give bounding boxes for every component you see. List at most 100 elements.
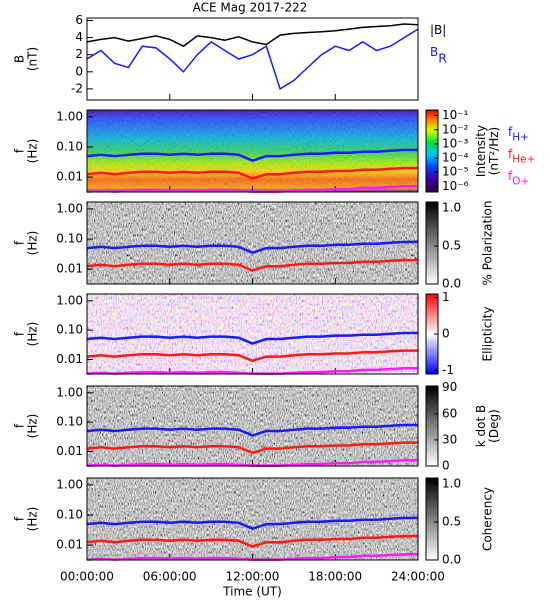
y-tick-label: 0.01 <box>56 444 83 458</box>
y-tick-label: 0 <box>75 64 83 78</box>
y-tick-label: 1.00 <box>56 201 83 215</box>
y-axis-label: (Hz) <box>26 322 40 347</box>
legend-entry-sub: R <box>438 50 447 65</box>
colorbar-tick-label: 1.0 <box>442 477 461 491</box>
colorbar-label: % Polarization <box>481 201 495 286</box>
colorbar-tick-label: 30 <box>442 432 457 446</box>
colorbar-tick-label: 0.5 <box>442 515 461 529</box>
legend-entry-base: f <box>508 147 513 161</box>
colorbar-tick-label: -1 <box>442 363 454 377</box>
legend-entry-sub: H+ <box>512 131 529 143</box>
colorbar-tick-label: 10⁻⁶ <box>442 179 469 193</box>
y-tick-label: 0.10 <box>56 415 83 429</box>
y-tick-label: 0.10 <box>56 140 83 154</box>
frequency-line <box>86 441 418 455</box>
y-axis-label: f <box>13 148 27 153</box>
legend-entry-base: B <box>430 45 438 59</box>
frequency-line <box>86 349 418 363</box>
colorbar-tick-label: 0.5 <box>442 239 461 253</box>
y-tick-label: 0.01 <box>56 262 83 276</box>
y-axis-label: (Hz) <box>26 507 40 532</box>
y-axis-label: (Hz) <box>26 414 40 439</box>
plot-frame <box>86 385 419 467</box>
y-tick-label: 0.01 <box>56 538 83 552</box>
colorbar <box>425 201 439 285</box>
y-tick-label: -2 <box>71 81 83 95</box>
y-tick-label: 1.00 <box>56 477 83 491</box>
x-tick-label: 18:00:00 <box>308 570 362 584</box>
x-tick-label: 12:00:00 <box>226 570 280 584</box>
colorbar-tick-label: 10⁻² <box>442 122 469 136</box>
colorbar-tick-label: 60 <box>442 406 457 420</box>
frequency-line <box>86 166 418 180</box>
frequency-line <box>86 258 418 272</box>
y-tick-label: 1.00 <box>56 293 83 307</box>
y-axis-label: B <box>13 55 27 63</box>
legend-entry-base: f <box>508 169 513 183</box>
colorbar-label: (nT²/Hz) <box>487 127 501 175</box>
legend-entry-sub: He+ <box>512 153 535 165</box>
colorbar-tick-label: 10⁻⁵ <box>442 165 469 179</box>
colorbar-label: (Deg) <box>487 409 501 443</box>
legend-entry-base: |B| <box>430 23 446 37</box>
x-tick-label: 06:00:00 <box>143 570 197 584</box>
frequency-line <box>86 516 418 531</box>
colorbar-tick-label: 0 <box>442 459 450 473</box>
chart-title: ACE Mag 2017-222 <box>193 1 308 15</box>
colorbar <box>425 109 439 193</box>
legend-entry: fH+ <box>508 125 529 144</box>
colorbar-tick-label: 0 <box>442 327 450 341</box>
colorbar-tick-label: 90 <box>442 380 457 394</box>
y-tick-label: 0.10 <box>56 508 83 522</box>
y-tick-label: 0.10 <box>56 323 83 337</box>
legend-entry: fHe+ <box>508 147 535 166</box>
plot-frame <box>86 109 419 193</box>
colorbar-tick-label: 0.0 <box>442 553 461 567</box>
colorbar-tick-label: 1 <box>442 290 450 304</box>
y-tick-label: 0.10 <box>56 232 83 246</box>
y-tick-label: 2 <box>75 47 83 61</box>
colorbar-label: Ellipticity <box>481 307 495 362</box>
legend-entry-sub: O+ <box>512 175 529 187</box>
y-tick-label: 0.01 <box>56 352 83 366</box>
x-tick-label: 00:00:00 <box>60 570 114 584</box>
y-tick-label: 6 <box>75 13 83 27</box>
frequency-line <box>86 331 418 345</box>
colorbar-label: k dot B <box>474 405 488 447</box>
x-axis-label: Time (UT) <box>222 585 282 599</box>
plot-frame <box>86 477 419 561</box>
y-axis-label: f <box>13 240 27 245</box>
plot-frame <box>86 293 419 375</box>
colorbar-tick-label: 10⁻⁴ <box>442 151 469 165</box>
plot-frame <box>86 201 419 285</box>
y-tick-label: 1.00 <box>56 109 83 123</box>
y-axis-label: (Hz) <box>26 139 40 164</box>
series-line <box>86 28 419 91</box>
colorbar-tick-label: 10⁻³ <box>442 136 469 150</box>
frequency-line <box>86 423 418 437</box>
legend-entry: BR <box>430 45 447 65</box>
y-tick-label: 1.00 <box>56 385 83 399</box>
colorbar-tick-label: 0.0 <box>442 277 461 291</box>
y-axis-label: f <box>13 331 27 336</box>
legend-entry: fO+ <box>508 169 529 188</box>
y-axis-label: f <box>13 516 27 521</box>
y-tick-label: 4 <box>75 30 83 44</box>
legend-entry-base: f <box>508 125 513 139</box>
y-axis-label: (nT) <box>26 47 40 71</box>
colorbar-label: Coherency <box>481 487 495 551</box>
series-line <box>86 23 419 48</box>
colorbar-label: Intensity <box>474 125 488 177</box>
y-tick-label: 0.01 <box>56 170 83 184</box>
frequency-line <box>86 240 418 255</box>
y-axis-label: f <box>13 423 27 428</box>
frequency-line <box>86 148 418 163</box>
colorbar-tick-label: 10⁻¹ <box>442 108 469 122</box>
colorbar <box>425 385 439 467</box>
legend-entry: |B| <box>430 23 446 37</box>
x-tick-label: 24:00:00 <box>391 570 445 584</box>
colorbar-tick-label: 1.0 <box>442 201 461 215</box>
y-axis-label: (Hz) <box>26 231 40 256</box>
plot-frame <box>86 17 419 101</box>
